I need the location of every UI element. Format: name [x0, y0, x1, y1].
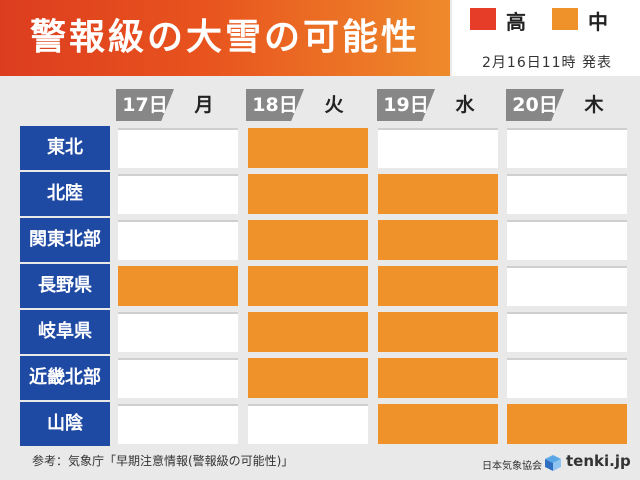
forecast-cell	[118, 128, 238, 168]
forecast-cell	[507, 174, 627, 214]
day-header: 18日 火	[246, 89, 366, 121]
region-label-sanin: 山陰	[20, 402, 110, 446]
forecast-cell	[507, 220, 627, 260]
forecast-cell	[248, 404, 368, 444]
forecast-cell	[248, 174, 368, 214]
forecast-cell	[378, 266, 498, 306]
forecast-cell	[118, 404, 238, 444]
forecast-cell	[248, 220, 368, 260]
forecast-cell	[118, 266, 238, 306]
forecast-cell	[507, 128, 627, 168]
day-header: 20日 木	[506, 89, 626, 121]
organization-name: 日本気象協会	[482, 461, 542, 472]
forecast-cell	[378, 312, 498, 352]
forecast-cell	[248, 128, 368, 168]
legend-label-high: 高	[506, 10, 526, 34]
title-banner	[0, 0, 450, 76]
region-label-kanto-north: 関東北部	[20, 218, 110, 262]
forecast-cell	[248, 358, 368, 398]
day-header: 17日 月	[116, 89, 236, 121]
day-of-week: 水	[455, 94, 475, 116]
day-of-week: 木	[584, 94, 604, 116]
source-note: 参考：気象庁「早期注意情報(警報級の可能性)」	[32, 454, 294, 468]
region-label-nagano: 長野県	[20, 264, 110, 308]
issue-time: 2月16日11時 発表	[482, 55, 612, 71]
legend-label-mid: 中	[588, 10, 608, 34]
day-header: 19日 水	[377, 89, 497, 121]
region-label-tohoku: 東北	[20, 126, 110, 170]
legend-swatch-mid	[552, 8, 578, 30]
forecast-cell	[248, 266, 368, 306]
forecast-cell	[248, 312, 368, 352]
legend-swatch-high	[470, 8, 496, 30]
day-of-week: 火	[324, 94, 344, 116]
region-label-hokuriku: 北陸	[20, 172, 110, 216]
forecast-cell	[507, 358, 627, 398]
brand-logo-text: tenki.jp	[566, 452, 631, 470]
forecast-cell	[507, 404, 627, 444]
region-label-kinki-north: 近畿北部	[20, 356, 110, 400]
page-title: 警報級の大雪の可能性	[29, 17, 420, 58]
day-date: 17日	[116, 89, 174, 121]
forecast-cell	[507, 312, 627, 352]
legend: 高 中	[452, 0, 640, 76]
forecast-cell	[378, 220, 498, 260]
forecast-cell	[507, 266, 627, 306]
day-date: 18日	[246, 89, 304, 121]
forecast-cell	[118, 358, 238, 398]
tenki-logo-icon	[545, 455, 561, 471]
forecast-cell	[378, 174, 498, 214]
day-date: 20日	[506, 89, 564, 121]
forecast-cell	[118, 312, 238, 352]
forecast-cell	[378, 128, 498, 168]
region-label-gifu: 岐阜県	[20, 310, 110, 354]
forecast-cell	[378, 404, 498, 444]
day-of-week: 月	[194, 94, 214, 116]
day-date: 19日	[377, 89, 435, 121]
forecast-cell	[118, 174, 238, 214]
forecast-cell	[378, 358, 498, 398]
forecast-cell	[118, 220, 238, 260]
